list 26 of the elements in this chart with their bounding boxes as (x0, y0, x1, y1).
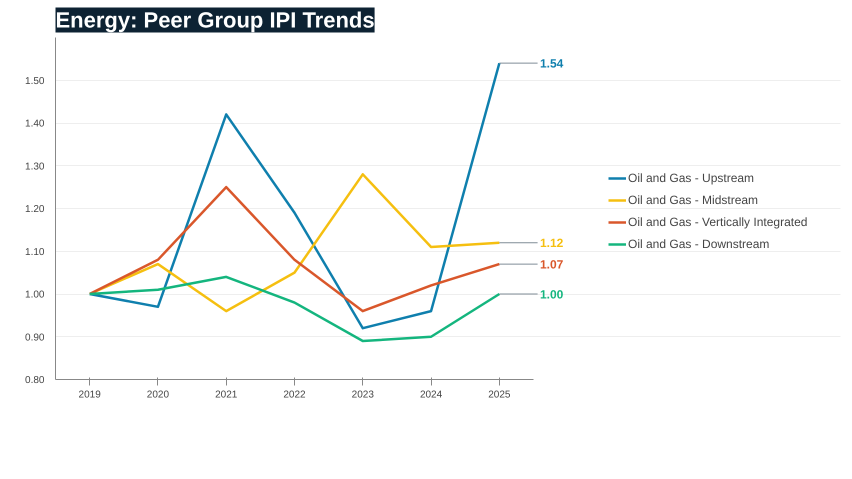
x-tick-label: 2019 (78, 390, 102, 400)
y-tick-label: 1.50 (25, 76, 45, 87)
y-tick-label: 1.20 (25, 204, 45, 215)
legend-label: Oil and Gas - Downstream (628, 237, 770, 251)
x-tick-label: 2024 (420, 390, 443, 400)
data-label: 1.12 (540, 236, 564, 250)
y-tick-label: 1.30 (25, 161, 45, 172)
legend-label: Oil and Gas - Vertically Integrated (628, 215, 808, 229)
line-series (88, 62, 501, 330)
x-tick-label: 2022 (283, 390, 306, 400)
chart-title: Energy: Peer Group IPI Trends (56, 8, 375, 32)
x-tick-label: 2025 (488, 390, 511, 400)
legend-label: Oil and Gas - Midstream (628, 193, 758, 207)
data-label: 1.00 (540, 288, 564, 302)
y-tick-label: 1.10 (25, 246, 45, 258)
y-tick-label: 1.00 (25, 290, 45, 300)
legend-label: Oil and Gas - Upstream (628, 171, 754, 185)
x-tick-label: 2021 (215, 390, 238, 400)
data-label: 1.54 (540, 56, 564, 71)
line-series (88, 276, 501, 342)
y-tick-label: 1.40 (25, 118, 45, 130)
y-tick-label: 0.80 (25, 375, 45, 386)
x-tick-label: 2023 (352, 390, 374, 400)
y-tick-label: 0.90 (25, 332, 45, 344)
data-label: 1.07 (540, 258, 564, 272)
x-tick-label: 2020 (146, 390, 170, 400)
